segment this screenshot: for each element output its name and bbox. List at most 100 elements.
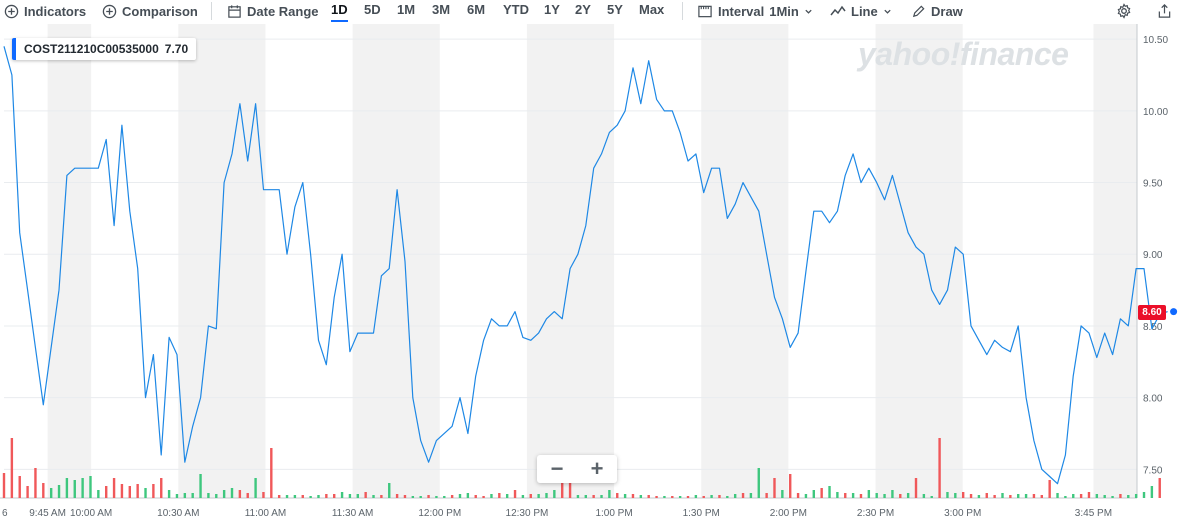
x-tick-label: 12:30 PM bbox=[506, 508, 549, 519]
volume-bar bbox=[136, 484, 139, 498]
volume-bar bbox=[112, 478, 116, 498]
comparison-button[interactable]: Comparison bbox=[102, 2, 198, 20]
x-tick-label: 3:45 PM bbox=[1075, 508, 1112, 519]
range-5d-button[interactable]: 5D bbox=[364, 2, 381, 17]
range-3m-button[interactable]: 3M bbox=[432, 2, 451, 17]
volume-bar bbox=[1032, 494, 1036, 498]
volume-bar bbox=[285, 495, 289, 498]
time-band bbox=[875, 24, 963, 498]
volume-bar bbox=[686, 496, 690, 498]
volume-bar bbox=[152, 484, 155, 498]
volume-bar bbox=[1017, 494, 1020, 498]
volume-bar bbox=[1142, 492, 1146, 498]
symbol-legend[interactable]: COST211210C00535000 7.70 bbox=[12, 38, 197, 60]
volume-bar bbox=[49, 488, 53, 498]
volume-bar bbox=[875, 493, 878, 498]
volume-bar bbox=[325, 494, 328, 498]
calendar-icon bbox=[228, 4, 241, 18]
time-band bbox=[178, 24, 266, 498]
range-1d-button[interactable]: 1D bbox=[331, 2, 348, 22]
symbol-name: COST211210C00535000 bbox=[24, 42, 159, 56]
volume-bar bbox=[773, 478, 776, 498]
volume-bar bbox=[277, 495, 281, 498]
zoom-out-button[interactable]: − bbox=[550, 456, 564, 481]
volume-bar bbox=[1009, 495, 1012, 498]
y-tick-label: 9.50 bbox=[1143, 179, 1163, 190]
last-price-flag: 8.60 bbox=[1138, 305, 1166, 320]
toolbar-divider bbox=[682, 2, 683, 20]
x-tick-label: 1:30 PM bbox=[683, 508, 720, 519]
volume-bar bbox=[608, 490, 611, 498]
volume-bar bbox=[403, 495, 407, 498]
volume-bar bbox=[529, 494, 532, 498]
range-max-button[interactable]: Max bbox=[639, 2, 665, 17]
range-6m-button[interactable]: 6M bbox=[467, 2, 486, 17]
draw-button[interactable]: Draw bbox=[911, 2, 963, 20]
volume-bar bbox=[765, 493, 768, 498]
volume-bar bbox=[521, 495, 525, 498]
x-tick-label: 10:00 AM bbox=[70, 508, 112, 519]
indicators-label: Indicators bbox=[24, 3, 87, 19]
volume-bar bbox=[757, 468, 760, 498]
volume-bar bbox=[144, 488, 147, 498]
zoom-in-button[interactable]: + bbox=[590, 456, 604, 481]
indicators-button[interactable]: Indicators bbox=[4, 2, 86, 20]
chart-type-dropdown[interactable]: Line bbox=[830, 2, 892, 20]
volume-bar bbox=[262, 492, 265, 498]
x-tick-label: 10:30 AM bbox=[157, 508, 199, 519]
volume-bar bbox=[490, 494, 493, 498]
volume-bar bbox=[694, 495, 698, 498]
comparison-label: Comparison bbox=[122, 3, 198, 19]
range-1y-button[interactable]: 1Y bbox=[544, 2, 560, 17]
chart-toolbar: Indicators Comparison Date Range 1D 5D 1… bbox=[0, 0, 1178, 24]
plus-circle-icon bbox=[4, 4, 19, 18]
range-1m-button[interactable]: 1M bbox=[397, 2, 416, 17]
volume-bar bbox=[2, 473, 6, 498]
date-range-button[interactable]: Date Range bbox=[227, 2, 319, 20]
volume-bar bbox=[65, 478, 69, 498]
volume-bar bbox=[513, 490, 517, 498]
symbol-value: 7.70 bbox=[164, 42, 189, 56]
volume-bar bbox=[388, 483, 391, 498]
volume-bar bbox=[175, 494, 179, 498]
volume-bar bbox=[246, 493, 249, 498]
volume-bar bbox=[891, 490, 894, 498]
interval-dropdown[interactable]: Interval 1Min bbox=[697, 2, 813, 20]
volume-bar bbox=[183, 493, 187, 498]
volume-bar bbox=[859, 494, 863, 498]
date-range-label: Date Range bbox=[247, 3, 319, 19]
volume-bar bbox=[270, 448, 273, 498]
time-band bbox=[352, 24, 440, 498]
y-tick-label: 10.50 bbox=[1143, 35, 1168, 46]
volume-bar bbox=[395, 494, 399, 498]
volume-bar bbox=[678, 496, 682, 498]
pencil-icon bbox=[912, 4, 925, 17]
volume-bar bbox=[505, 494, 509, 498]
range-ytd-button[interactable]: YTD bbox=[503, 2, 529, 17]
volume-bar bbox=[663, 496, 666, 498]
volume-bar bbox=[1127, 495, 1130, 498]
volume-bar bbox=[804, 494, 808, 498]
volume-bar bbox=[844, 493, 847, 498]
volume-bar bbox=[789, 474, 792, 498]
volume-bar bbox=[419, 496, 422, 498]
volume-bar bbox=[1158, 478, 1161, 498]
range-5y-button[interactable]: 5Y bbox=[607, 2, 623, 17]
volume-bar bbox=[160, 478, 163, 498]
line-chart-icon bbox=[830, 5, 846, 16]
volume-bar bbox=[781, 490, 784, 498]
share-button[interactable] bbox=[1157, 2, 1172, 20]
x-start-label: 6 bbox=[2, 508, 8, 519]
chart-area[interactable]: 10.50 10.00 9.50 9.00 8.50 8.00 7.50 6 9:45 AM 10… bbox=[0, 24, 1178, 530]
volume-bar bbox=[568, 476, 572, 498]
volume-bar bbox=[1119, 494, 1122, 498]
volume-bar bbox=[718, 495, 721, 498]
volume-bar bbox=[1024, 494, 1028, 498]
settings-button[interactable] bbox=[1116, 2, 1132, 20]
volume-bar bbox=[993, 495, 996, 498]
volume-bar bbox=[443, 496, 446, 498]
range-2y-button[interactable]: 2Y bbox=[575, 2, 591, 17]
x-tick-label: 11:30 AM bbox=[332, 508, 374, 519]
y-tick-label: 7.50 bbox=[1143, 465, 1163, 476]
